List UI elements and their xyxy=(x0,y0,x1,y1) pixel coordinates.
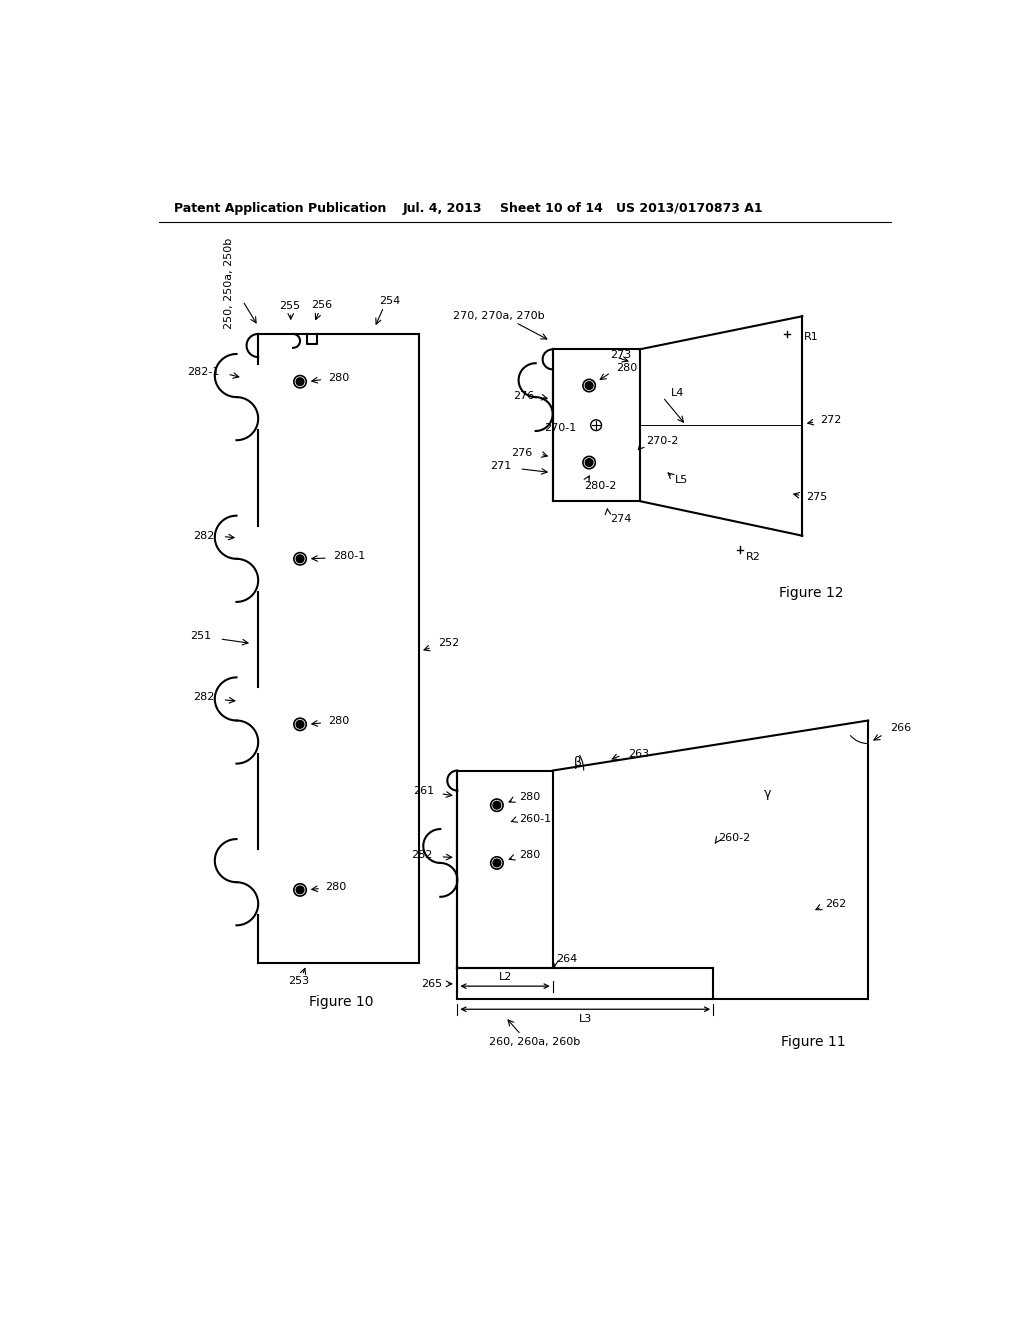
Text: 263: 263 xyxy=(628,748,649,759)
Text: 266: 266 xyxy=(890,723,911,733)
Text: 280: 280 xyxy=(328,372,349,383)
Text: 251: 251 xyxy=(189,631,211,640)
Text: 264: 264 xyxy=(556,954,578,964)
Text: Patent Application Publication: Patent Application Publication xyxy=(174,202,387,215)
Text: 256: 256 xyxy=(311,300,333,310)
Text: 271: 271 xyxy=(490,462,512,471)
Circle shape xyxy=(586,459,593,466)
Text: US 2013/0170873 A1: US 2013/0170873 A1 xyxy=(616,202,763,215)
Text: 273: 273 xyxy=(610,350,632,360)
Text: 280: 280 xyxy=(328,715,349,726)
Text: 270-1: 270-1 xyxy=(545,422,577,433)
Text: γ: γ xyxy=(764,787,771,800)
Text: 260-1: 260-1 xyxy=(519,814,552,824)
Circle shape xyxy=(586,381,593,389)
Text: β: β xyxy=(573,755,582,768)
Text: Figure 11: Figure 11 xyxy=(781,1035,846,1049)
Circle shape xyxy=(493,801,501,809)
Text: 282: 282 xyxy=(412,850,432,861)
Text: 270, 270a, 270b: 270, 270a, 270b xyxy=(453,312,545,321)
Text: 280: 280 xyxy=(326,882,347,892)
Text: 276: 276 xyxy=(511,447,532,458)
Text: L3: L3 xyxy=(579,1014,592,1024)
Text: 282: 282 xyxy=(194,531,215,541)
Text: 255: 255 xyxy=(279,301,300,312)
Text: 250, 250a, 250b: 250, 250a, 250b xyxy=(224,238,233,329)
Text: 260-2: 260-2 xyxy=(719,833,751,842)
Text: R1: R1 xyxy=(804,333,818,342)
Text: 262: 262 xyxy=(825,899,847,908)
Circle shape xyxy=(493,859,501,867)
Text: L4: L4 xyxy=(671,388,684,399)
Text: 280: 280 xyxy=(616,363,638,372)
Text: 272: 272 xyxy=(820,416,842,425)
Text: 260, 260a, 260b: 260, 260a, 260b xyxy=(489,1038,581,1047)
Text: 282-1: 282-1 xyxy=(187,367,219,378)
Text: 265: 265 xyxy=(421,979,442,989)
Text: Jul. 4, 2013: Jul. 4, 2013 xyxy=(403,202,482,215)
Text: L5: L5 xyxy=(675,475,688,486)
Text: 270-2: 270-2 xyxy=(646,436,678,446)
Text: L2: L2 xyxy=(499,972,512,982)
Text: 282: 282 xyxy=(194,693,215,702)
Text: 280: 280 xyxy=(519,850,541,861)
Text: 274: 274 xyxy=(610,513,632,524)
Text: 254: 254 xyxy=(379,296,400,306)
Circle shape xyxy=(296,554,304,562)
Text: Sheet 10 of 14: Sheet 10 of 14 xyxy=(500,202,603,215)
Text: 276: 276 xyxy=(514,391,535,400)
Text: 280-2: 280-2 xyxy=(584,480,616,491)
Text: R2: R2 xyxy=(745,552,761,562)
Text: 280: 280 xyxy=(519,792,541,803)
Text: 275: 275 xyxy=(806,492,827,502)
Text: 252: 252 xyxy=(438,639,459,648)
Text: Figure 10: Figure 10 xyxy=(309,994,374,1008)
Circle shape xyxy=(296,378,304,385)
Text: 253: 253 xyxy=(288,975,309,986)
Circle shape xyxy=(296,886,304,894)
Text: 261: 261 xyxy=(413,787,434,796)
Circle shape xyxy=(296,721,304,729)
Circle shape xyxy=(591,420,601,430)
Text: 280-1: 280-1 xyxy=(334,552,366,561)
Text: Figure 12: Figure 12 xyxy=(779,586,844,601)
